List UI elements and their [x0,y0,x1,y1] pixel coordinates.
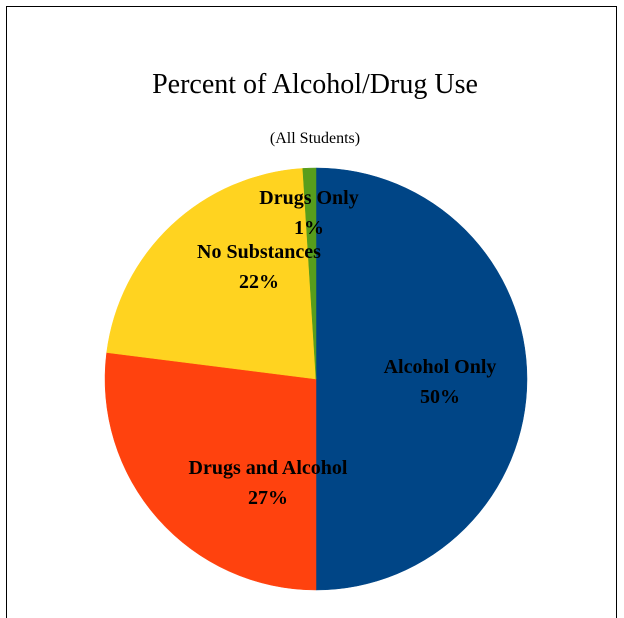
pie-slice-drugs-and-alcohol [104,352,317,591]
slice-value-no-substances: 22% [239,271,279,293]
slice-name-drugs-and-alcohol: Drugs and Alcohol [189,457,348,479]
slice-value-alcohol-only: 50% [420,386,460,408]
chart-title: Percent of Alcohol/Drug Use [152,69,478,100]
pie-labels: Alcohol Only 50% Drugs and Alcohol 27% No Su… [189,187,497,509]
slice-name-no-substances: No Substances [197,241,321,263]
slice-value-drugs-only: 1% [294,217,324,239]
slice-name-drugs-only: Drugs Only [259,187,358,209]
pie-slice-no-substances [106,168,317,380]
pie-slice-alcohol-only [315,167,528,591]
chart-subtitle: (All Students) [270,130,360,147]
chart-frame [6,6,617,618]
slice-value-drugs-and-alcohol: 27% [248,487,288,509]
pie-slices [104,167,528,591]
pie-slice-drugs-only [302,167,317,380]
slice-name-alcohol-only: Alcohol Only [384,356,497,378]
